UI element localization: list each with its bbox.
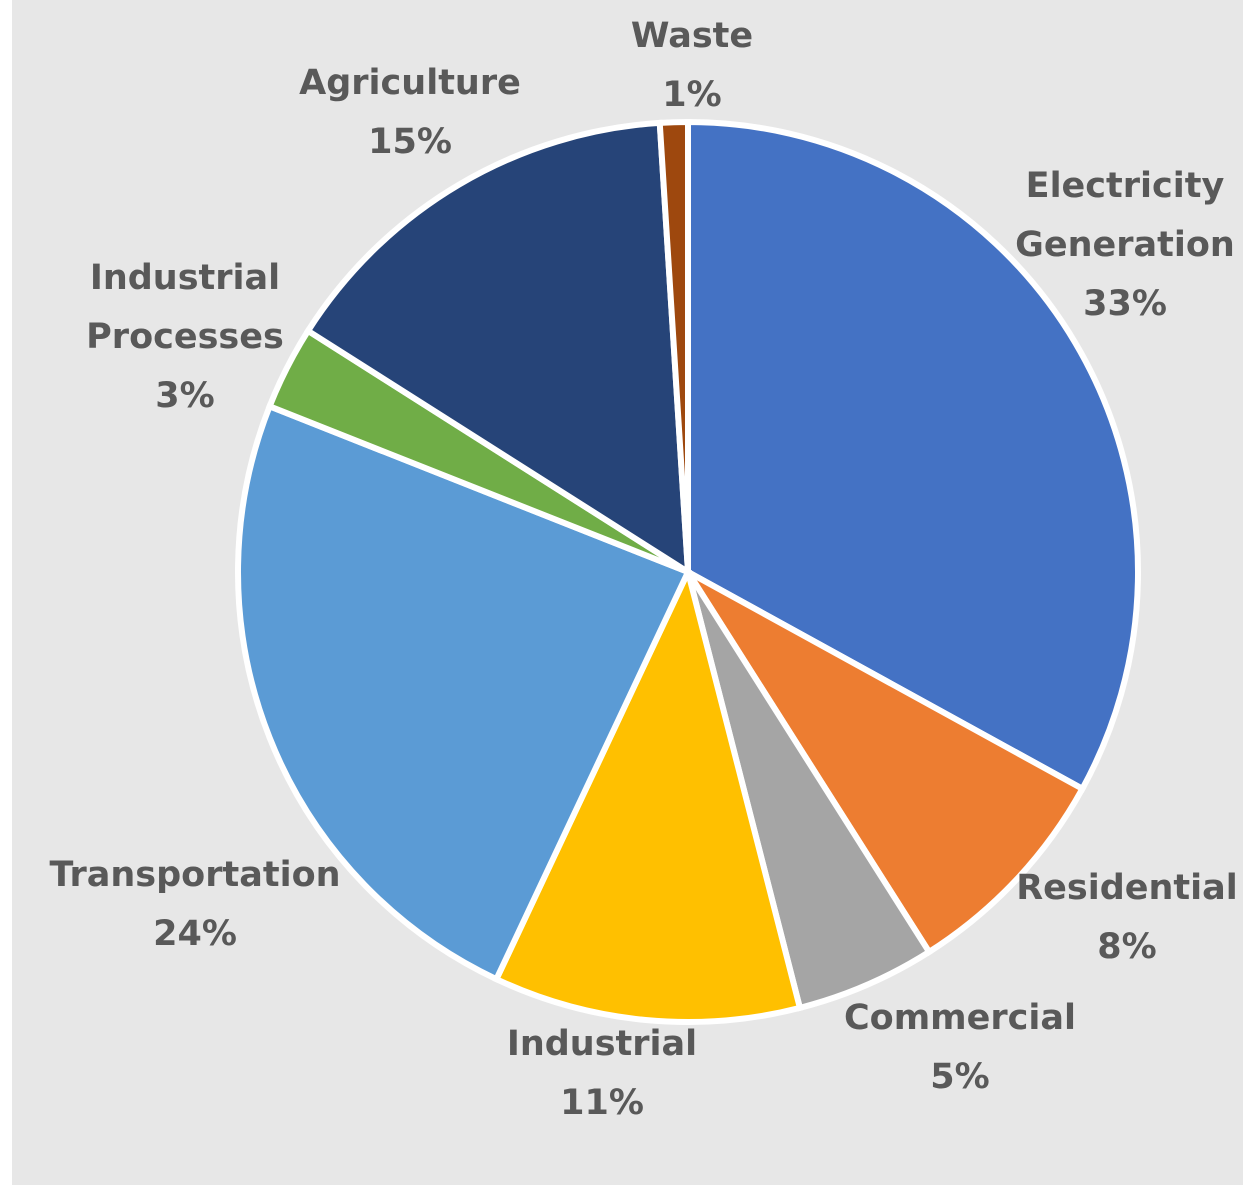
- slice-percent-label: 33%: [1083, 284, 1167, 324]
- pie-slices: [235, 118, 1141, 1025]
- slice-category-label: Waste: [631, 16, 753, 56]
- pie-slice-waste: [656, 118, 691, 573]
- slice-percent-label: 5%: [930, 1057, 989, 1097]
- slice-category-label: Electricity: [1026, 166, 1225, 206]
- slice-category-label: Industrial: [507, 1024, 697, 1064]
- pie-slice-industrial: [492, 563, 804, 1025]
- slice-category-label: Processes: [86, 317, 284, 357]
- slice-category-label: Generation: [1015, 225, 1235, 265]
- slice-label-industrial: Industrial 11%: [507, 1024, 697, 1123]
- slice-label-commercial: Commercial 5%: [844, 998, 1076, 1097]
- slice-label-electricity-generation: Electricity Generation 33%: [1015, 166, 1235, 324]
- slice-label-waste: Waste 1%: [631, 16, 753, 115]
- pie-labels: Electricity Generation 33% Residential 8% Com…: [49, 16, 1237, 1123]
- slice-percent-label: 8%: [1097, 927, 1156, 967]
- slice-category-label: Residential: [1016, 868, 1238, 908]
- slice-label-industrial-processes: Industrial Processes 3%: [86, 258, 284, 416]
- slice-category-label: Industrial: [90, 258, 280, 298]
- slice-label-residential: Residential 8%: [1016, 868, 1238, 967]
- slice-category-label: Transportation: [49, 855, 340, 895]
- slice-percent-label: 15%: [368, 122, 452, 162]
- slice-percent-label: 24%: [153, 914, 237, 954]
- pie-slice-electricity-generation: [685, 118, 1141, 793]
- slice-percent-label: 11%: [560, 1083, 644, 1123]
- pie-slice-transportation: [235, 402, 693, 984]
- slice-label-transportation: Transportation 24%: [49, 855, 340, 954]
- slice-category-label: Agriculture: [299, 63, 521, 103]
- slice-category-label: Commercial: [844, 998, 1076, 1038]
- slice-percent-label: 1%: [662, 75, 721, 115]
- pie-slice-residential: [685, 569, 1087, 957]
- slice-percent-label: 3%: [155, 376, 214, 416]
- slice-label-agriculture: Agriculture 15%: [299, 63, 521, 162]
- pie-slice-agriculture: [303, 119, 692, 578]
